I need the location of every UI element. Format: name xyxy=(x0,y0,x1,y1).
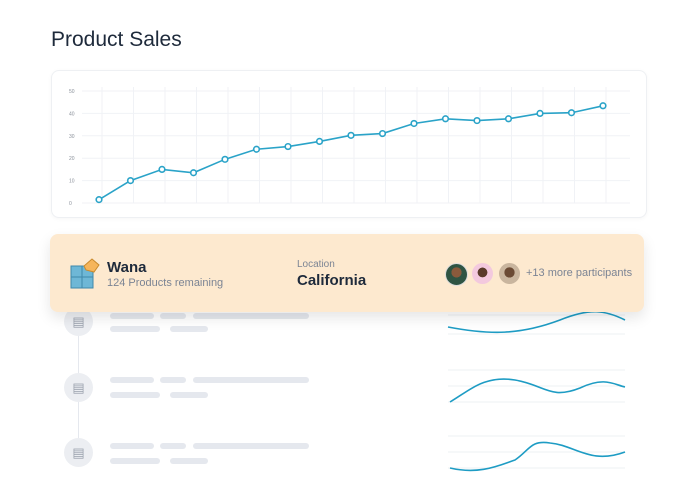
data-point xyxy=(284,142,292,151)
product-banner[interactable]: Wana 124 Products remaining Location Cal… xyxy=(50,234,644,312)
store-icon: ▤ xyxy=(64,373,93,402)
data-point xyxy=(504,115,513,123)
data-point xyxy=(189,169,198,177)
data-point xyxy=(347,131,355,139)
sparkline xyxy=(449,441,626,472)
avatar[interactable] xyxy=(472,263,493,284)
y-tick-label: 10 xyxy=(69,179,75,185)
data-point xyxy=(410,119,418,128)
product-name: Wana xyxy=(107,259,147,276)
products-remaining: 124 Products remaining xyxy=(107,277,224,289)
sales-chart-card: 0 10 20 30 40 50 xyxy=(51,70,647,218)
y-tick-label: 0 xyxy=(69,201,72,207)
puzzle-icon xyxy=(70,258,100,289)
location-label: Location xyxy=(297,259,335,270)
y-tick-label: 20 xyxy=(69,156,75,162)
data-point xyxy=(95,196,103,204)
data-point xyxy=(473,116,481,125)
sales-line-chart: 0 10 20 30 40 50 xyxy=(69,87,630,207)
y-tick-label: 40 xyxy=(69,111,75,117)
page-title: Product Sales xyxy=(51,28,182,51)
more-participants[interactable]: +13 more participants xyxy=(526,267,633,279)
data-point xyxy=(221,155,229,163)
avatar[interactable] xyxy=(445,263,468,286)
avatar[interactable] xyxy=(499,263,520,284)
data-point xyxy=(567,109,576,117)
sparkline xyxy=(449,378,626,403)
data-point xyxy=(158,165,166,173)
store-icon: ▤ xyxy=(64,438,93,467)
y-tick-label: 50 xyxy=(69,89,75,95)
data-point xyxy=(378,129,387,138)
sparkline xyxy=(447,310,626,334)
data-point xyxy=(599,102,607,110)
data-point xyxy=(252,145,261,153)
sparklines xyxy=(447,310,626,472)
y-tick-label: 30 xyxy=(69,134,75,140)
location-value: California xyxy=(297,272,367,289)
data-point xyxy=(315,137,324,145)
data-point xyxy=(441,115,450,123)
data-point xyxy=(536,109,544,118)
series-line xyxy=(98,105,604,201)
data-point xyxy=(126,176,135,185)
